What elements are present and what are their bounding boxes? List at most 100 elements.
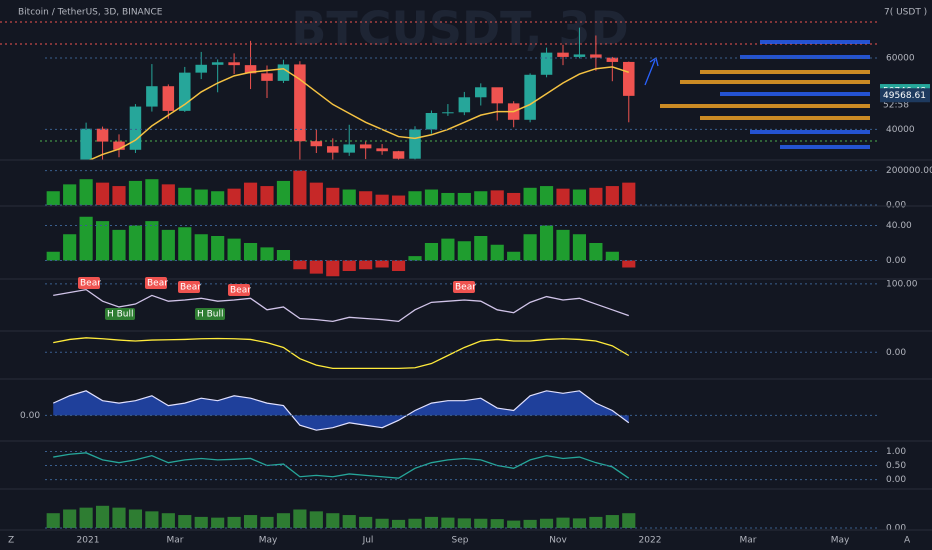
candle-body: [294, 64, 306, 142]
bar: [260, 247, 274, 261]
bar: [408, 256, 422, 261]
bar: [523, 519, 537, 528]
bar: [474, 518, 488, 528]
candle-body: [540, 52, 553, 75]
x-tick-label: 2022: [639, 536, 662, 546]
bar: [490, 519, 504, 528]
annotation: H Bull: [107, 310, 134, 320]
bar: [572, 234, 587, 261]
arrow: [644, 56, 659, 86]
candle-body: [590, 54, 602, 58]
candle-body: [458, 97, 471, 113]
bar: [605, 515, 619, 528]
candle-body: [359, 144, 372, 149]
annotation-box: [453, 281, 475, 293]
bar: [589, 187, 603, 205]
bar: [622, 513, 636, 528]
bar: [112, 507, 126, 528]
bar: [79, 179, 93, 205]
y-tick-label: 0.00: [886, 475, 906, 485]
annotation: Bear: [455, 283, 476, 293]
pane: [53, 452, 630, 479]
bar: [457, 192, 471, 205]
candle-body: [228, 62, 240, 66]
y-tick-label: 0.50: [886, 461, 906, 471]
bar: [276, 180, 291, 205]
annotation: H Bull: [197, 310, 224, 320]
bar: [523, 234, 537, 261]
bar: [227, 516, 241, 528]
bar: [408, 191, 422, 205]
bar: [342, 260, 356, 271]
bar: [326, 513, 340, 528]
bar: [63, 184, 77, 205]
candle-body: [96, 128, 109, 142]
candle-body: [113, 141, 125, 150]
bar: [309, 260, 323, 274]
bar: [211, 517, 225, 528]
bar: [359, 260, 373, 270]
x-tick-label: May: [831, 536, 850, 546]
annotation-box: [78, 277, 100, 289]
bar: [293, 260, 307, 270]
bar: [128, 225, 143, 261]
annotation: Bear: [180, 283, 201, 293]
candle-body: [146, 86, 158, 107]
bar: [391, 260, 406, 271]
x-tick-label: Jul: [362, 536, 374, 546]
annotation-box: [145, 277, 167, 289]
bar: [589, 516, 603, 528]
bar: [79, 216, 93, 261]
bar: [326, 260, 340, 277]
bar: [507, 251, 521, 261]
candle-body: [129, 106, 142, 150]
pane: [46, 505, 636, 528]
bar: [63, 509, 77, 528]
candle-body: [310, 141, 323, 147]
ema-line: [87, 66, 630, 160]
countdown: 52:58: [883, 101, 909, 111]
bar: [178, 227, 192, 261]
line: [53, 337, 630, 370]
candle-body: [573, 54, 586, 57]
bar: [79, 507, 93, 528]
bar: [309, 182, 323, 205]
pane: [80, 27, 635, 160]
candle-body: [557, 52, 569, 57]
candle-body: [623, 61, 635, 96]
candle-body: [606, 57, 619, 62]
candle-body: [261, 73, 273, 81]
bar: [227, 238, 241, 261]
candle-body: [211, 62, 224, 65]
bar: [276, 513, 291, 528]
candle-body: [277, 64, 290, 81]
bar: [342, 515, 356, 528]
volume-profile: [660, 40, 870, 149]
bar: [424, 189, 439, 205]
bar: [194, 234, 208, 261]
bar: [194, 516, 208, 528]
pane: [53, 337, 630, 370]
candle-body: [475, 87, 487, 98]
candle-body: [442, 112, 454, 114]
pane: [53, 288, 629, 323]
bar: [556, 188, 570, 205]
y-tick-label: 40000: [886, 125, 915, 135]
x-tick-label: May: [259, 536, 278, 546]
bar: [507, 192, 521, 205]
bar: [622, 182, 636, 205]
area-fill: [53, 390, 629, 431]
bar: [622, 260, 636, 268]
bar: [391, 195, 406, 205]
bar: [556, 517, 570, 528]
y-tick-label: 0.00: [886, 256, 906, 266]
y-tick-label: 0.00: [886, 524, 906, 534]
candle-body: [491, 87, 503, 104]
bar: [276, 250, 291, 261]
bar: [112, 229, 126, 261]
annotation-box: [105, 308, 135, 320]
watermark: BTCUSDT, 3D: [291, 2, 628, 56]
x-tick-label: Mar: [740, 536, 757, 546]
